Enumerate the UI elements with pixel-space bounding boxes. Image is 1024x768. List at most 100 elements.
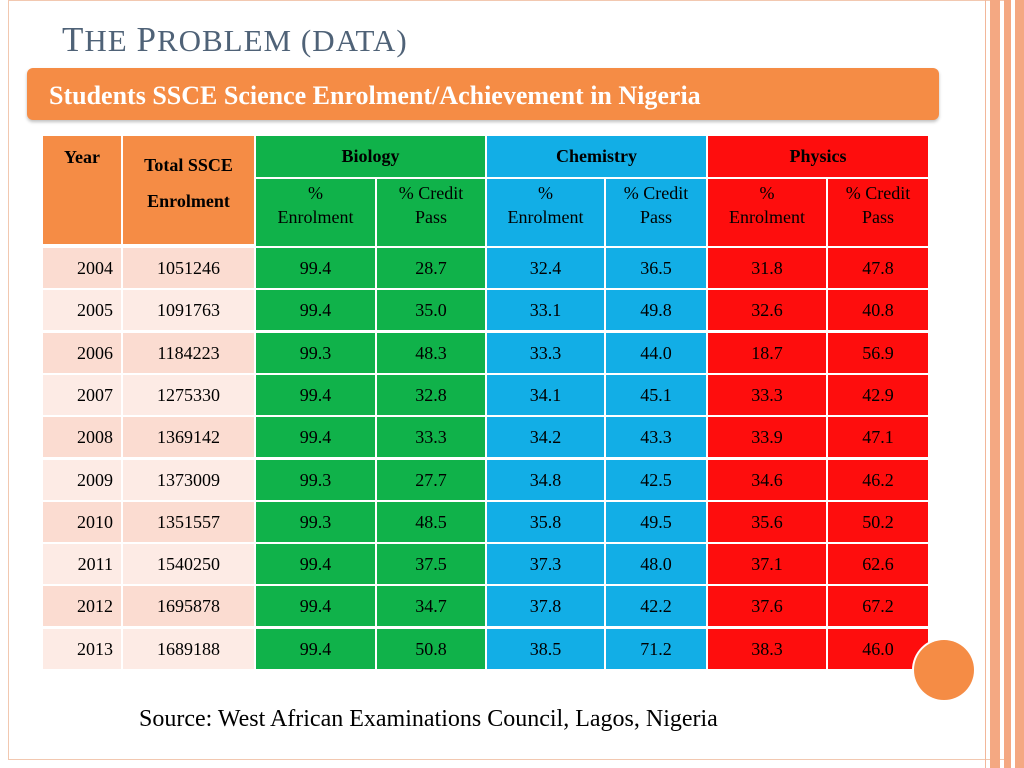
title-text: T [62,20,85,59]
cell-year: 2009 [43,460,123,502]
cell-biology-enrolment: 99.4 [256,290,377,332]
cell-biology-credit-pass: 48.5 [377,502,487,544]
cell-biology-credit-pass: 50.8 [377,629,487,671]
cell-biology-enrolment: 99.4 [256,248,377,290]
cell-physics-credit-pass: 62.6 [828,544,930,586]
cell-chemistry-enrolment: 34.1 [487,375,606,417]
right-stripe [990,0,1000,768]
cell-biology-enrolment: 99.3 [256,502,377,544]
cell-chemistry-enrolment: 35.8 [487,502,606,544]
cell-biology-credit-pass: 32.8 [377,375,487,417]
cell-chemistry-enrolment: 37.8 [487,586,606,628]
cell-physics-enrolment: 18.7 [708,333,828,375]
header-total-line2: Enrolment [147,191,230,211]
cell-year: 2007 [43,375,123,417]
subheader-line: Enrolment [507,207,584,227]
cell-physics-credit-pass: 42.9 [828,375,930,417]
cell-total-enrolment: 1369142 [123,417,256,459]
cell-chemistry-credit-pass: 43.3 [606,417,708,459]
cell-physics-credit-pass: 46.0 [828,629,930,671]
cell-biology-enrolment: 99.4 [256,417,377,459]
cell-physics-enrolment: 32.6 [708,290,828,332]
subheader-chemistry-credit-pass: % Credit Pass [606,179,708,248]
right-stripe [1015,0,1024,768]
cell-total-enrolment: 1695878 [123,586,256,628]
subheader-physics-credit-pass: % Credit Pass [828,179,930,248]
cell-biology-credit-pass: 28.7 [377,248,487,290]
subheader-line: % Credit [623,183,689,203]
subheader-line: % Credit [845,183,911,203]
source-note: Source: West African Examinations Counci… [139,706,718,732]
cell-year: 2010 [43,502,123,544]
cell-total-enrolment: 1184223 [123,333,256,375]
cell-physics-credit-pass: 56.9 [828,333,930,375]
cell-chemistry-credit-pass: 42.5 [606,460,708,502]
cell-total-enrolment: 1091763 [123,290,256,332]
cell-physics-enrolment: 38.3 [708,629,828,671]
subheader-line: Pass [414,207,447,227]
cell-chemistry-enrolment: 33.3 [487,333,606,375]
cell-total-enrolment: 1540250 [123,544,256,586]
cell-physics-enrolment: 37.6 [708,586,828,628]
cell-physics-enrolment: 33.9 [708,417,828,459]
subheader-line: % [538,183,553,203]
cell-total-enrolment: 1051246 [123,248,256,290]
cell-biology-credit-pass: 48.3 [377,333,487,375]
title-text: P [136,20,157,59]
cell-biology-credit-pass: 27.7 [377,460,487,502]
right-stripe-line [985,0,986,768]
subheader-physics-enrolment: % Enrolment [708,179,828,248]
cell-chemistry-enrolment: 34.8 [487,460,606,502]
cell-chemistry-credit-pass: 49.5 [606,502,708,544]
cell-chemistry-credit-pass: 71.2 [606,629,708,671]
cell-biology-credit-pass: 35.0 [377,290,487,332]
cell-physics-credit-pass: 46.2 [828,460,930,502]
subheader-line: % [308,183,323,203]
cell-biology-enrolment: 99.3 [256,460,377,502]
subheader-chemistry-enrolment: % Enrolment [487,179,606,248]
cell-physics-enrolment: 35.6 [708,502,828,544]
cell-biology-enrolment: 99.4 [256,629,377,671]
decorative-circle [914,640,974,700]
cell-year: 2013 [43,629,123,671]
cell-total-enrolment: 1373009 [123,460,256,502]
subheader-line: Pass [861,207,894,227]
subheader-line: Enrolment [729,207,805,227]
header-biology: Biology [256,136,487,179]
cell-physics-credit-pass: 47.1 [828,417,930,459]
cell-year: 2008 [43,417,123,459]
cell-chemistry-credit-pass: 42.2 [606,586,708,628]
cell-physics-enrolment: 33.3 [708,375,828,417]
cell-biology-credit-pass: 34.7 [377,586,487,628]
cell-year: 2012 [43,586,123,628]
subheader-line: Pass [639,207,672,227]
cell-biology-enrolment: 99.3 [256,333,377,375]
cell-biology-credit-pass: 33.3 [377,417,487,459]
cell-chemistry-enrolment: 33.1 [487,290,606,332]
cell-biology-enrolment: 99.4 [256,586,377,628]
cell-chemistry-credit-pass: 36.5 [606,248,708,290]
cell-chemistry-enrolment: 37.3 [487,544,606,586]
header-year-text: Year [64,147,100,167]
cell-chemistry-credit-pass: 48.0 [606,544,708,586]
title-text: ROBLEM (DATA) [156,23,408,58]
header-total-line1: Total SSCE [144,155,233,175]
header-total-enrolment: Total SSCE Enrolment [123,136,256,246]
cell-physics-credit-pass: 50.2 [828,502,930,544]
slide-title: THE PROBLEM (DATA) [62,20,408,60]
cell-physics-enrolment: 31.8 [708,248,828,290]
header-physics: Physics [708,136,930,179]
cell-total-enrolment: 1275330 [123,375,256,417]
subheader-biology-credit-pass: % Credit Pass [377,179,487,248]
cell-physics-credit-pass: 47.8 [828,248,930,290]
cell-year: 2004 [43,248,123,290]
cell-biology-enrolment: 99.4 [256,375,377,417]
cell-total-enrolment: 1689188 [123,629,256,671]
cell-physics-enrolment: 34.6 [708,460,828,502]
cell-chemistry-credit-pass: 45.1 [606,375,708,417]
header-biology-text: Biology [341,146,400,166]
cell-biology-credit-pass: 37.5 [377,544,487,586]
subheader-line: % [759,183,775,203]
cell-year: 2011 [43,544,123,586]
cell-chemistry-credit-pass: 49.8 [606,290,708,332]
